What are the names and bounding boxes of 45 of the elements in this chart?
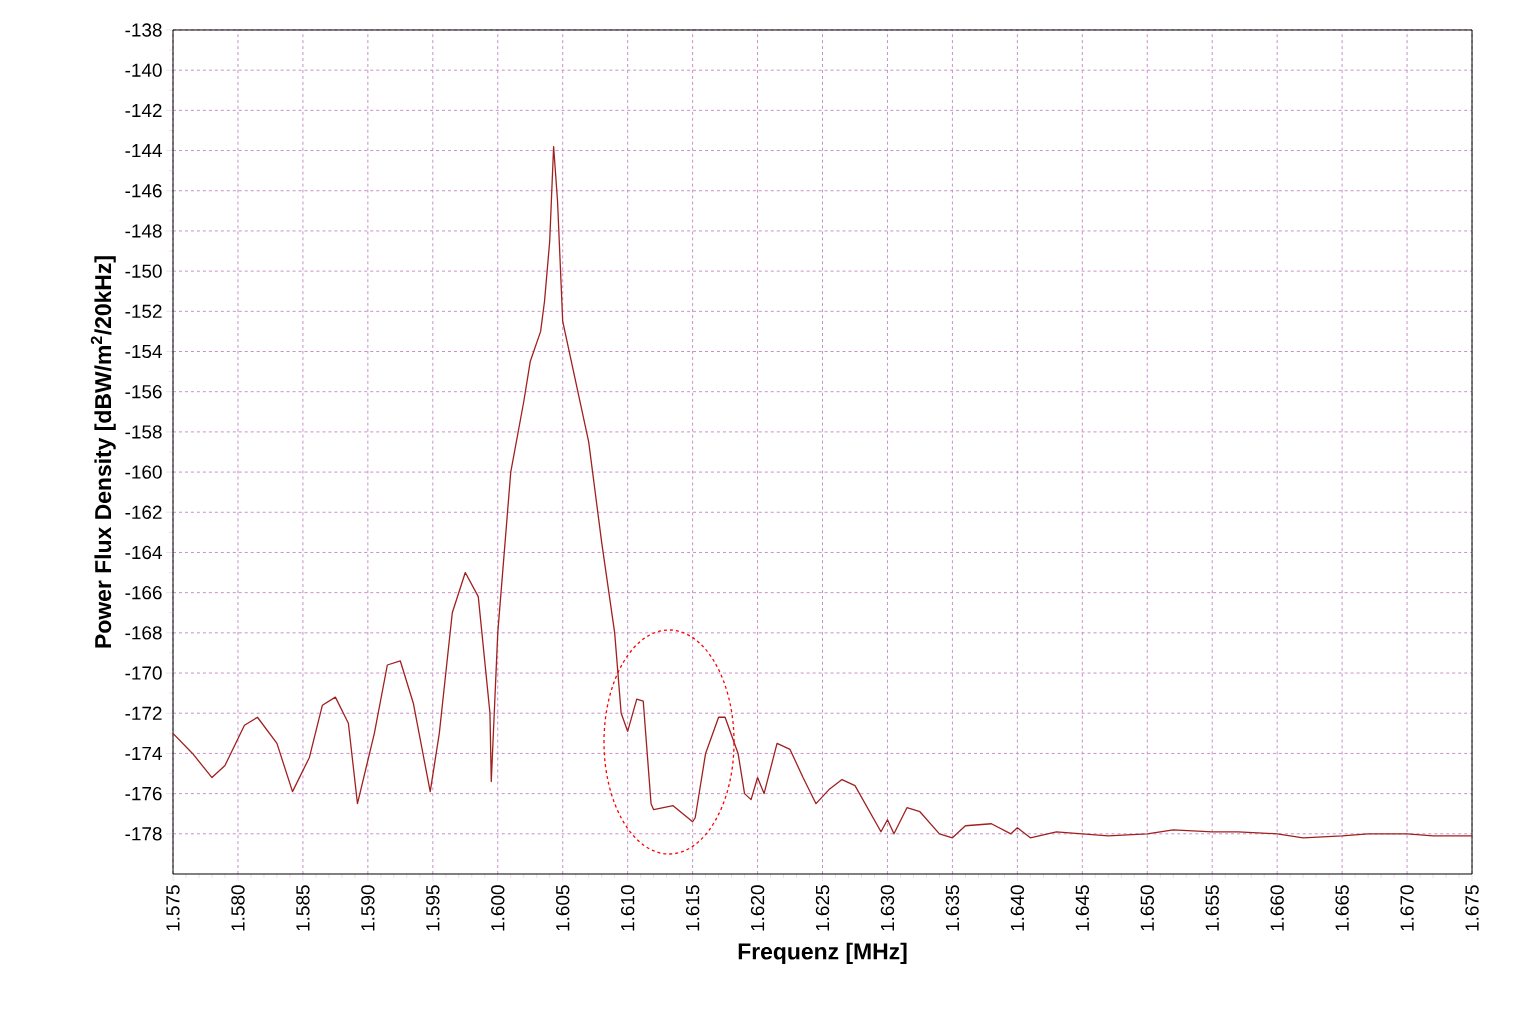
y-tick-label: -152 (125, 304, 162, 319)
y-tick-label: -148 (125, 224, 162, 238)
x-tick-label: 1.575 (166, 885, 180, 931)
y-tick-label: -162 (125, 505, 162, 519)
y-tick-label: -164 (125, 545, 162, 560)
y-tick-label: -146 (125, 184, 162, 198)
y-tick-label: -176 (125, 786, 162, 801)
line-series (173, 145, 1473, 839)
y-tick-label: -174 (125, 746, 162, 760)
x-tick-label: 1.625 (815, 885, 830, 931)
y-tick-label: -154 (125, 344, 162, 359)
y-axis-title: Power Flux Density [dBW/m$^{2}$/20kHz] (90, 256, 116, 648)
x-axis-title: Frequenz [MHz] (738, 942, 907, 965)
x-tick-label: 1.600 (491, 885, 505, 931)
y-tick-label: -144 (125, 144, 162, 158)
x-tick-label: 1.675 (1465, 885, 1479, 931)
y-tick-label: -160 (125, 465, 162, 479)
x-tick-label: 1.655 (1205, 885, 1219, 931)
x-tick-label: 1.590 (361, 885, 375, 931)
x-tick-label: 1.630 (880, 885, 895, 931)
x-tick-label: 1.580 (231, 885, 245, 931)
x-tick-label: 1.620 (750, 885, 765, 931)
y-tick-label: -170 (125, 666, 162, 680)
x-tick-label: 1.665 (1335, 885, 1349, 931)
x-tick-label: 1.610 (620, 885, 635, 931)
x-tick-label: 1.645 (1075, 885, 1090, 931)
y-tick-label: -156 (125, 385, 162, 399)
x-tick-label: 1.615 (685, 885, 700, 931)
y-tick-label: -140 (125, 63, 162, 77)
x-tick-label: 1.650 (1140, 885, 1154, 931)
y-tick-label: -150 (125, 264, 162, 278)
x-tick-label: 1.605 (556, 885, 570, 931)
x-tick-label: 1.635 (945, 885, 960, 931)
y-tick-label: -168 (125, 626, 162, 640)
x-tick-label: 1.585 (296, 885, 310, 931)
x-tick-label: 1.660 (1270, 885, 1284, 931)
y-tick-label: -166 (125, 585, 162, 600)
y-tick-label: -138 (125, 23, 162, 37)
y-tick-label: -178 (125, 827, 162, 841)
y-tick-label: -142 (125, 103, 162, 117)
x-tick-label: 1.640 (1010, 885, 1025, 931)
y-tick-label: -172 (125, 706, 162, 720)
x-tick-label: 1.670 (1400, 885, 1414, 931)
x-tick-label: 1.595 (426, 885, 440, 931)
y-tick-label: -158 (125, 425, 162, 439)
